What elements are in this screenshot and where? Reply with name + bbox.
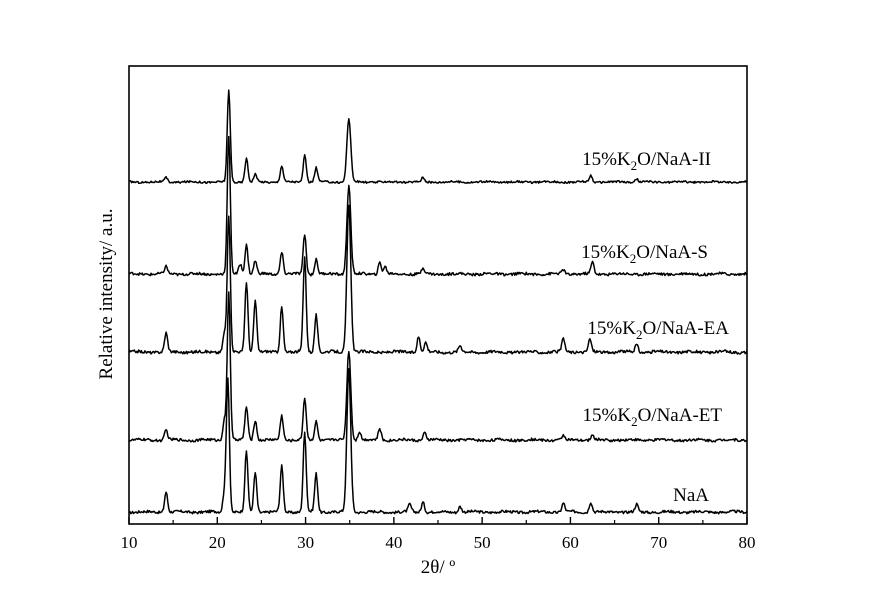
x-tick-label: 20 bbox=[209, 533, 226, 552]
series-line-1 bbox=[128, 368, 748, 515]
y-axis-title: Relative intensity/ a.u. bbox=[96, 209, 117, 380]
series-line-4 bbox=[128, 135, 748, 277]
x-tick-label: 60 bbox=[562, 533, 579, 552]
x-axis-title: 2θ/ º bbox=[421, 557, 456, 578]
x-tick-label: 50 bbox=[474, 533, 491, 552]
series-label-5: 15%K2O/NaA-II bbox=[582, 149, 711, 173]
series-label-4: 15%K2O/NaA-S bbox=[581, 242, 708, 266]
x-tick-label: 10 bbox=[121, 533, 138, 552]
series-label-2: 15%K2O/NaA-ET bbox=[583, 405, 723, 429]
x-tick-label: 30 bbox=[297, 533, 314, 552]
x-axis-ticks: 10 20 30 40 50 60 70 80 bbox=[121, 517, 756, 552]
series-label-1: NaA bbox=[673, 485, 709, 506]
series-line-5 bbox=[128, 89, 748, 185]
series-labels: NaA 15%K2O/NaA-ET 15%K2O/NaA-EA 15%K2O/NaA-… bbox=[581, 149, 729, 506]
x-tick-label: 40 bbox=[385, 533, 402, 552]
series-label-3: 15%K2O/NaA-EA bbox=[587, 318, 729, 342]
plot-frame bbox=[128, 65, 748, 525]
series-line-2 bbox=[128, 291, 748, 443]
x-tick-label: 80 bbox=[739, 533, 756, 552]
series-curves bbox=[128, 89, 748, 515]
series-line-3 bbox=[128, 204, 748, 355]
x-tick-label: 70 bbox=[650, 533, 667, 552]
